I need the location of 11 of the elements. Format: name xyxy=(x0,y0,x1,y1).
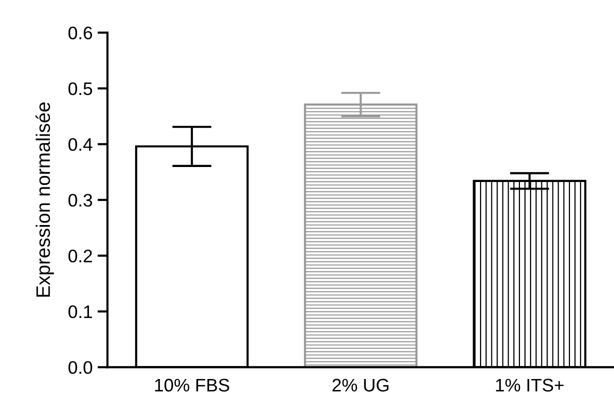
x-tick-label: 2% UG xyxy=(332,378,388,392)
y-axis-title: Expression normalisée xyxy=(36,102,54,297)
y-tick-label: 0.4 xyxy=(68,138,92,151)
y-tick-label: 0.1 xyxy=(68,305,92,318)
x-tick-label: 10% FBS xyxy=(155,378,230,392)
y-tick-label: 0.0 xyxy=(68,361,92,374)
y-tick-label: 0.3 xyxy=(68,194,92,207)
x-tick-label: 1% ITS+ xyxy=(496,378,564,392)
y-tick-label: 0.2 xyxy=(68,250,92,262)
y-tick-label: 0.6 xyxy=(68,26,92,40)
y-tick-label: 0.5 xyxy=(68,82,92,96)
